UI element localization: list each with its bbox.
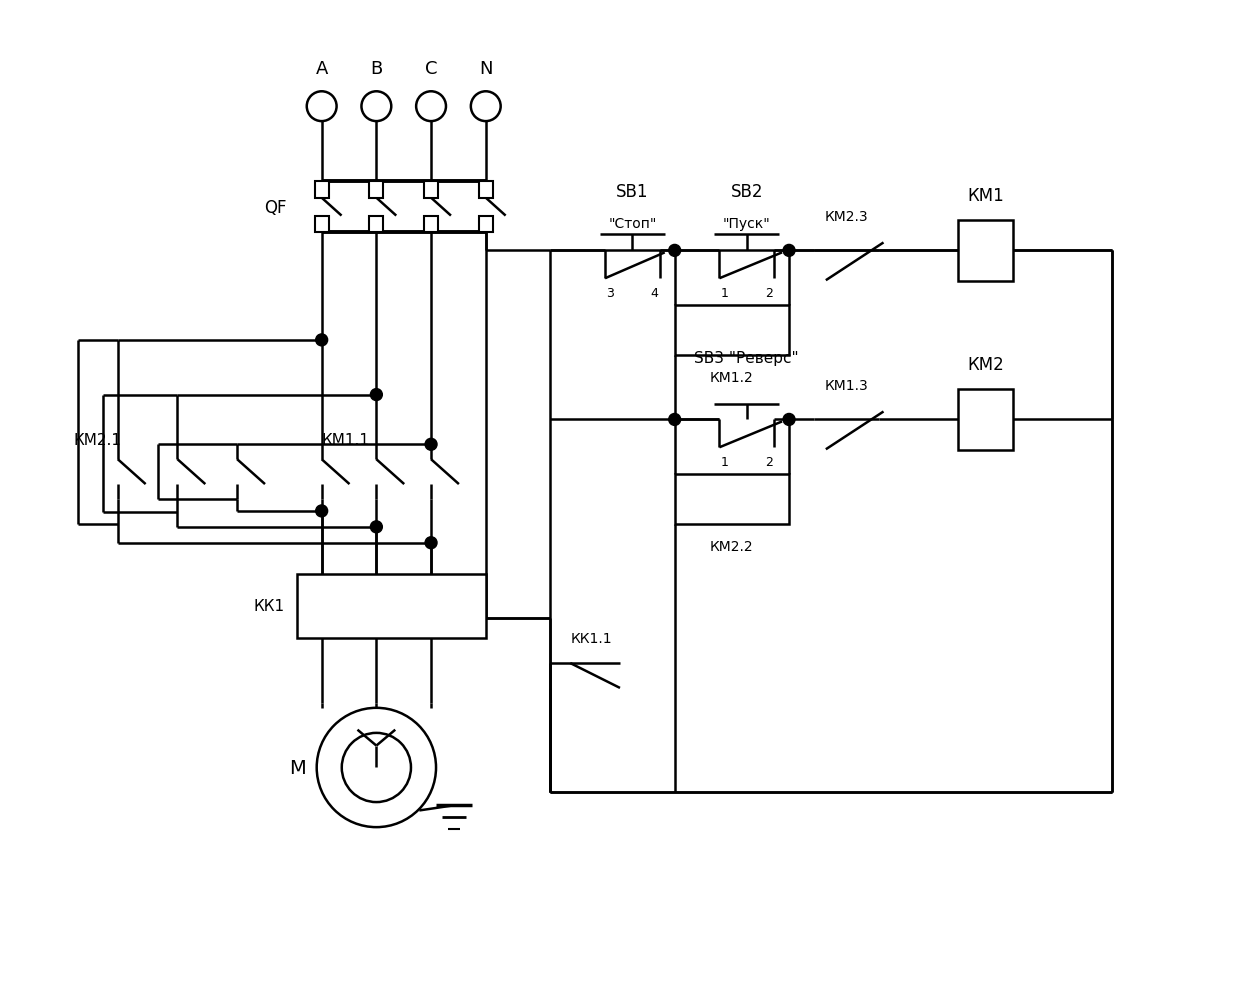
Text: SB3 "Реверс": SB3 "Реверс" (695, 351, 799, 366)
Bar (369, 182, 383, 199)
Circle shape (669, 414, 680, 426)
Bar (424, 217, 439, 234)
Text: КМ1.1: КМ1.1 (322, 432, 369, 447)
Circle shape (783, 246, 795, 257)
Circle shape (370, 521, 383, 533)
Bar (424, 182, 439, 199)
Text: QF: QF (264, 199, 287, 217)
Text: КМ2.1: КМ2.1 (73, 432, 121, 447)
Bar (315, 217, 328, 234)
Text: 3: 3 (606, 286, 615, 299)
Text: 2: 2 (766, 286, 773, 299)
Text: A: A (316, 61, 328, 79)
Text: 1: 1 (720, 286, 729, 299)
Text: N: N (479, 61, 492, 79)
Text: 2: 2 (766, 455, 773, 468)
Bar (675, 306, 789, 356)
Text: КМ2.3: КМ2.3 (824, 210, 869, 224)
Bar (297, 574, 486, 638)
Text: "Пуск": "Пуск" (722, 217, 771, 231)
Text: КМ1: КМ1 (968, 187, 1004, 205)
Circle shape (370, 390, 383, 402)
Bar (315, 182, 328, 199)
Bar (958, 390, 1012, 451)
Text: КМ2: КМ2 (968, 356, 1004, 374)
Bar (675, 475, 789, 524)
Bar (478, 217, 493, 234)
Circle shape (783, 414, 795, 426)
Text: М: М (289, 758, 306, 777)
Circle shape (425, 439, 437, 451)
Text: 1: 1 (720, 455, 729, 468)
Text: КМ1.3: КМ1.3 (824, 379, 869, 393)
Text: КМ2.2: КМ2.2 (710, 539, 753, 554)
Circle shape (316, 505, 327, 517)
Bar (958, 221, 1012, 282)
Text: КМ1.2: КМ1.2 (710, 371, 753, 385)
Circle shape (669, 246, 680, 257)
Text: B: B (370, 61, 383, 79)
Text: КК1.1: КК1.1 (570, 631, 612, 645)
Text: КК1: КК1 (254, 598, 285, 613)
Text: SB2: SB2 (731, 183, 763, 201)
Circle shape (316, 335, 327, 347)
Text: SB1: SB1 (616, 183, 649, 201)
Text: C: C (425, 61, 437, 79)
Text: "Стоп": "Стоп" (608, 217, 657, 231)
Bar (369, 217, 383, 234)
Bar (478, 182, 493, 199)
Text: 4: 4 (650, 286, 659, 299)
Circle shape (425, 537, 437, 549)
